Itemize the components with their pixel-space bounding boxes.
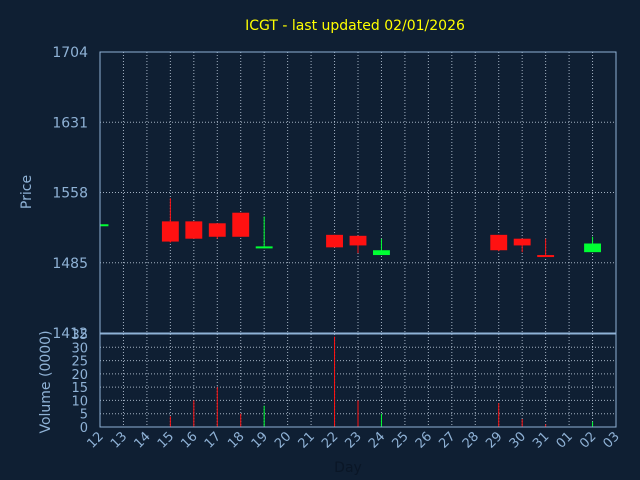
- candle-body: [373, 250, 390, 256]
- x-tick-label: 02: [577, 429, 599, 451]
- price-axis-label: Price: [19, 175, 35, 209]
- candle-body: [100, 224, 109, 227]
- x-axis-label: Day: [334, 460, 362, 476]
- x-tick-label: 25: [389, 429, 411, 451]
- candle-body: [349, 235, 367, 246]
- price-tick-label: 1704: [52, 45, 88, 61]
- candle-body: [208, 223, 226, 237]
- x-tick-label: 19: [249, 429, 271, 451]
- volume-tick-label: 20: [71, 368, 88, 383]
- candle-body: [513, 238, 531, 246]
- volume-tick-label: 15: [71, 381, 88, 396]
- volume-panel-frame: [99, 333, 617, 428]
- x-tick-label: 31: [530, 429, 552, 451]
- candle-body: [537, 255, 555, 258]
- volume-tick-label: 5: [80, 408, 88, 423]
- volume-tick-label: 35: [71, 328, 88, 343]
- x-tick-label: 22: [319, 429, 341, 451]
- x-tick-label: 27: [436, 429, 458, 451]
- candle-body: [161, 221, 179, 242]
- x-tick-label: 03: [601, 429, 623, 451]
- candle-body: [490, 234, 508, 251]
- x-tick-label: 24: [366, 429, 388, 451]
- x-tick-label: 23: [343, 429, 365, 451]
- chart-title: ICGT - last updated 02/01/2026: [245, 18, 465, 34]
- x-tick-label: 20: [272, 429, 294, 451]
- price-panel-frame: [99, 51, 617, 334]
- candle-body: [326, 234, 343, 248]
- x-tick-label: 18: [225, 429, 247, 451]
- x-tick-label: 14: [131, 429, 153, 451]
- volume-axis-label: Volume (0000): [38, 330, 54, 433]
- x-tick-label: 30: [507, 429, 529, 451]
- x-tick-label: 29: [483, 429, 505, 451]
- candle-body: [185, 221, 203, 239]
- x-tick-label: 01: [554, 429, 576, 451]
- price-tick-label: 1412: [52, 326, 88, 342]
- volume-tick-label: 25: [71, 355, 88, 370]
- price-tick-label: 1631: [52, 115, 88, 131]
- x-tick-label: 17: [202, 429, 224, 451]
- x-tick-label: 15: [155, 429, 177, 451]
- x-tick-label: 16: [178, 429, 200, 451]
- volume-tick-label: 10: [71, 394, 88, 409]
- candle-body: [255, 246, 273, 249]
- price-tick-label: 1558: [52, 186, 88, 202]
- candle-body: [232, 212, 250, 237]
- candle-body: [584, 243, 601, 253]
- x-tick-label: 26: [413, 429, 435, 451]
- price-tick-label: 1485: [52, 256, 88, 272]
- volume-tick-label: 30: [71, 341, 88, 356]
- volume-tick-label: 0: [80, 421, 88, 436]
- x-tick-label: 28: [460, 429, 482, 451]
- x-tick-label: 21: [296, 429, 318, 451]
- x-tick-label: 13: [108, 429, 130, 451]
